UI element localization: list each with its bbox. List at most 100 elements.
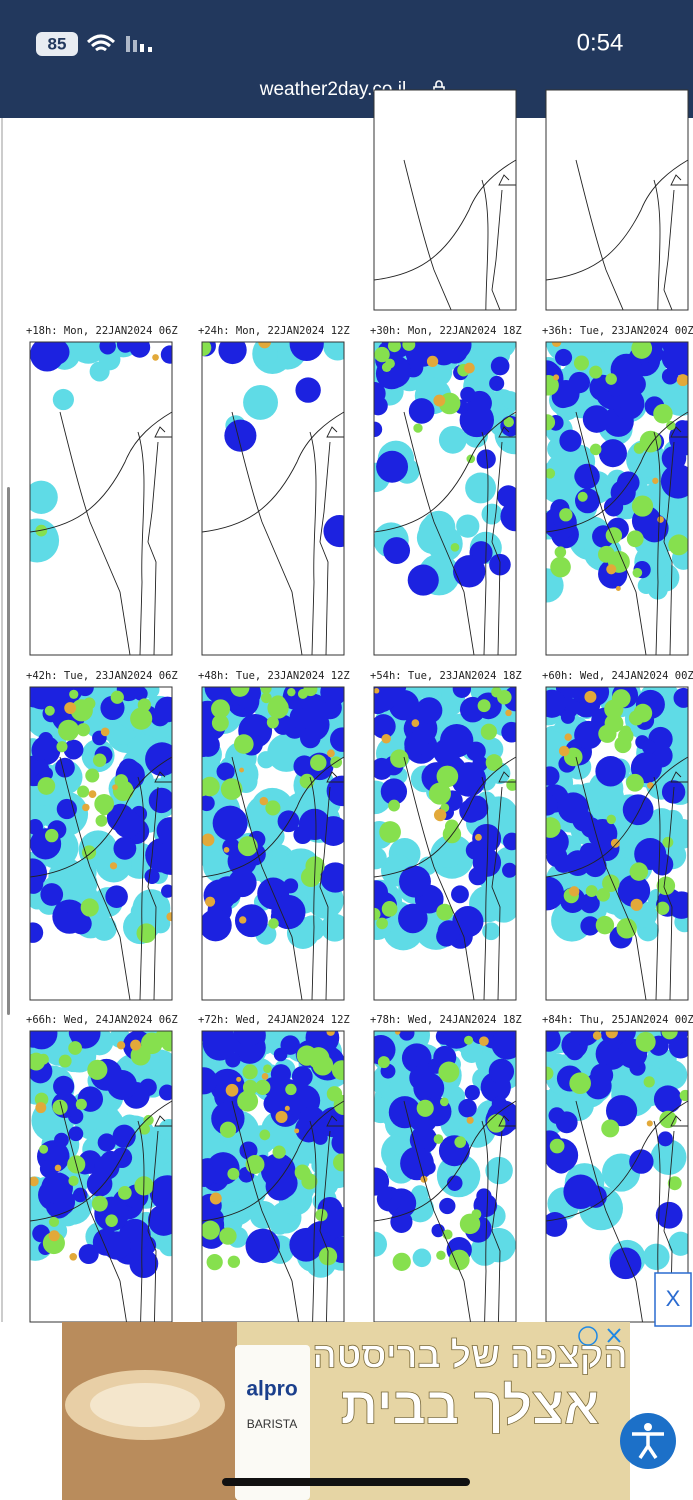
precip-blob [105,1214,118,1227]
precip-blob [56,798,77,820]
precip-blob [113,836,137,860]
precip-blob [105,885,128,908]
precip-blob [118,758,140,780]
precip-blob [148,787,172,814]
precip-blob [202,733,220,757]
precip-blob [546,459,582,504]
map-background [546,90,688,310]
precip-blob [546,468,556,479]
precip-blob [554,546,567,558]
weather-map [30,1031,172,1322]
precip-blob [574,468,591,485]
url[interactable]: weather2day.co.il [259,79,406,100]
precip-blob [374,381,386,406]
precip-blob [326,1086,343,1102]
precip-blob [577,491,588,502]
precip-blob [565,1041,585,1061]
ad-brand: alpro [246,1378,297,1401]
precip-blob [564,733,572,741]
map-frame [373,686,517,1001]
precip-blob [615,586,621,591]
precip-blob [411,719,420,727]
precip-blob [374,1231,388,1257]
precip-blob [295,377,321,403]
accessibility-button[interactable] [620,1413,676,1469]
precip-blob [604,342,625,360]
precip-blob [381,734,391,744]
precip-blob [239,767,245,773]
precip-blob [211,1101,245,1136]
coastline [30,1100,172,1322]
precip-blob [152,354,159,361]
precip-blob [667,1176,682,1191]
precip-blob [160,345,172,364]
precip-blob [202,1162,217,1187]
precip-blob [149,1138,169,1158]
weather-map [546,90,688,310]
precip-blob [474,833,482,841]
ad-close-button[interactable]: X [654,1272,692,1327]
precip-blob [303,1223,332,1253]
precip-blob [291,1066,313,1087]
precip-blob [439,1097,449,1107]
precip-blob [202,1067,218,1095]
precip-blob [575,488,601,514]
precip-blob [460,1041,483,1063]
ad-headline: הקצפה של בריסטה [312,1335,627,1376]
precip-blob [69,689,79,699]
precip-blob [256,855,284,882]
precip-blob [399,865,431,898]
precip-blob [657,516,664,523]
precip-blob [374,688,380,694]
precip-blob [546,876,565,911]
precip-blob [260,1153,296,1188]
precip-blob [459,1213,481,1235]
battery-icon [36,32,78,56]
precip-blob [603,497,624,517]
precip-blob [30,1031,51,1048]
weather-map [374,90,516,310]
precip-blob [153,841,172,875]
precip-blob [407,564,439,596]
precip-blob [601,1119,620,1138]
precip-blob [595,1037,628,1070]
precip-blob [100,727,110,737]
precip-blob [635,1031,656,1052]
precip-blob [55,902,69,916]
precip-blob [378,1187,393,1202]
precip-blob [450,542,460,552]
precip-blob [287,687,296,697]
precip-blob [87,1059,108,1080]
precip-blob [225,1083,239,1097]
precip-blob [480,723,497,740]
precip-blob [589,443,602,456]
precip-blob [618,728,634,744]
precip-blob [379,821,401,843]
precip-blob [617,874,651,908]
wifi-icon [86,34,116,52]
ad-banner[interactable]: alpro BARISTA הקצפה של בריסטה אצלך בבית [62,1322,630,1500]
ad-close-text[interactable]: X [666,1286,681,1311]
precip-blob [112,1124,136,1148]
precip-blob [95,814,108,827]
precip-blob [485,1156,513,1185]
precip-blob [580,916,600,936]
precip-blob [597,545,615,563]
precip-blob [149,1175,172,1211]
precip-blob [158,1234,172,1257]
ad-product: BARISTA [247,1417,297,1431]
precip-blob [211,714,229,732]
precip-blob [451,885,469,904]
precip-blob [482,922,501,941]
precip-blob [326,749,335,758]
precip-blob [326,1031,335,1036]
precip-blob [209,1192,222,1205]
precip-blob [376,917,388,930]
precip-blob [299,915,326,942]
coastline [546,411,688,655]
precip-blob [632,567,643,578]
precip-blob [626,773,644,792]
precip-blob [242,1079,258,1095]
precip-blob [293,755,316,778]
